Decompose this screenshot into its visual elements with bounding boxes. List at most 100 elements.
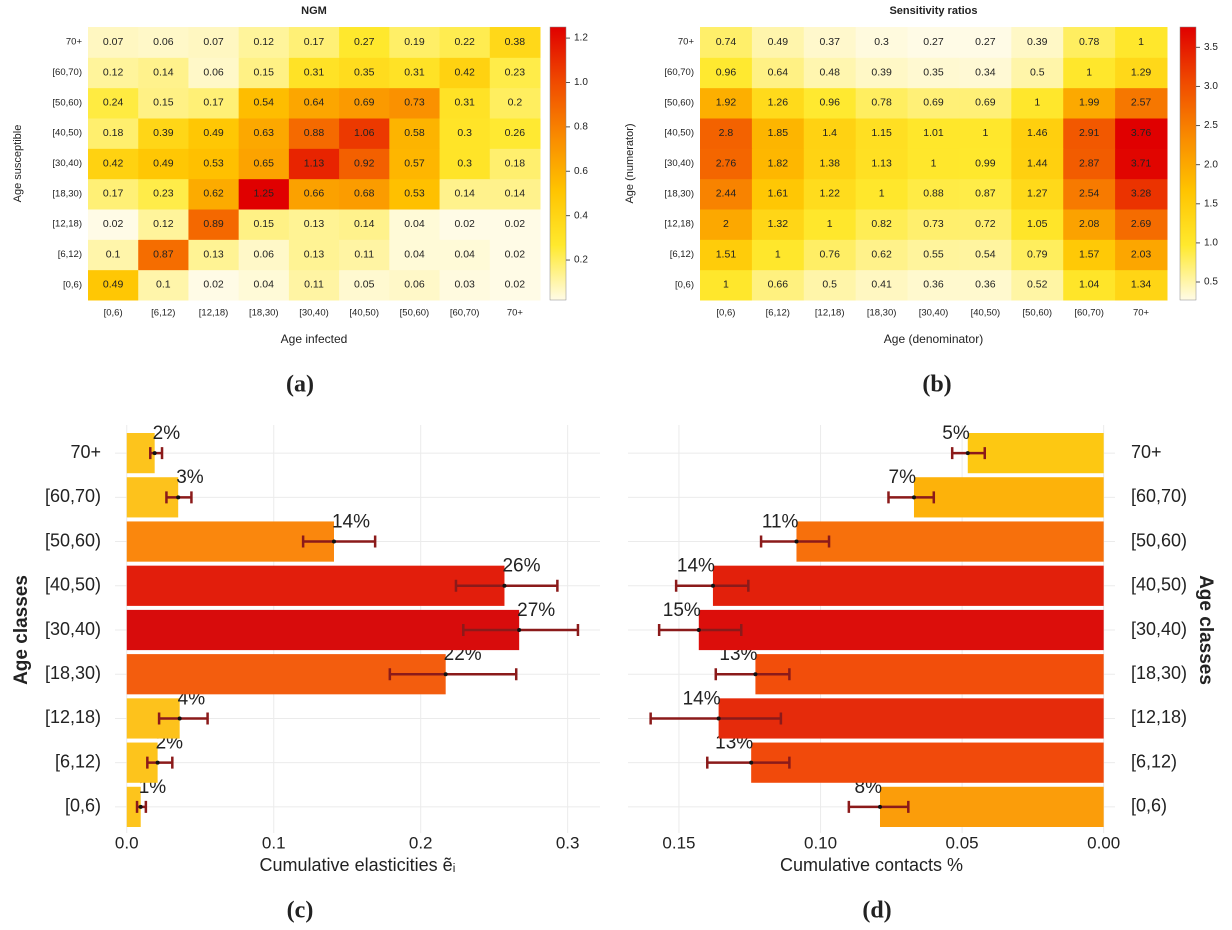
- heatmap-cell: [339, 148, 390, 180]
- heatmap-cell: [439, 57, 491, 89]
- point: [138, 804, 143, 809]
- heatmap-cell: [959, 269, 1012, 301]
- cell-label: 0.62: [203, 188, 224, 200]
- cell-label: 0.27: [923, 36, 944, 48]
- heatmap-cell: [1011, 118, 1064, 149]
- heatmap-cell: [907, 239, 960, 271]
- error-bar: [301, 535, 377, 548]
- cell-label: 0.39: [153, 127, 174, 139]
- heatmap-cell: [803, 148, 857, 180]
- y-tick-label: [6,12): [670, 249, 694, 260]
- cell-label: 0.1: [156, 279, 171, 291]
- y-tick-label: [40,50): [45, 575, 101, 595]
- heatmap-cell: [855, 269, 909, 301]
- x-tick-label: [18,30): [249, 308, 279, 319]
- heatmap-cell: [439, 269, 491, 301]
- cell-label: 0.53: [203, 157, 224, 169]
- cell-label: 0.58: [404, 127, 425, 139]
- cell-label: 0.87: [975, 188, 996, 200]
- cell-label: 0.14: [505, 188, 526, 200]
- cell-label: 0.23: [153, 188, 174, 200]
- cell-label: 0.96: [716, 66, 737, 78]
- cell-label: 0.18: [103, 127, 124, 139]
- heatmap-cell: [188, 209, 240, 240]
- cell-label: 1: [1034, 97, 1040, 109]
- cell-label: 0.04: [404, 218, 425, 230]
- heatmap-cell: [959, 178, 1012, 210]
- point: [517, 628, 522, 632]
- point: [716, 716, 721, 721]
- heatmap-cell: [803, 239, 857, 271]
- heatmap-cell: [188, 239, 240, 271]
- panel-caption: (a): [286, 372, 314, 398]
- cell-label: 0.15: [254, 218, 275, 230]
- heatmap-cell: [803, 178, 857, 210]
- x-tick-label: [40,50): [349, 308, 379, 319]
- cell-label: 0.12: [103, 66, 124, 78]
- cell-label: 0.11: [304, 279, 324, 291]
- y-tick-label: [0,6): [675, 279, 694, 290]
- cell-label: 1: [1138, 36, 1144, 48]
- colorbar-tick-label: 0.2: [574, 255, 588, 266]
- cell-label: 0.07: [103, 36, 124, 48]
- heatmap-cell: [389, 239, 441, 271]
- point: [877, 804, 882, 809]
- heatmap-cell: [188, 27, 240, 58]
- heatmap-cell: [907, 178, 960, 210]
- cell-label: 0.18: [505, 157, 526, 169]
- heatmap-cell: [1115, 239, 1168, 271]
- cell-label: 1.34: [1131, 279, 1152, 291]
- point: [749, 760, 754, 765]
- heatmap-cell: [907, 57, 960, 89]
- cell-label: 0.57: [404, 157, 425, 169]
- heatmap-cell: [1063, 269, 1116, 301]
- y-tick-label: [6,12): [58, 249, 82, 260]
- cell-label: 0.41: [871, 279, 892, 291]
- panel-caption: (d): [862, 898, 891, 924]
- heatmap-cell: [389, 209, 441, 240]
- heatmap-cell: [700, 87, 753, 119]
- cell-label: 0.23: [505, 66, 526, 78]
- cell-label: 0.42: [454, 66, 475, 78]
- x-tick-label: [12,18): [199, 308, 229, 319]
- y-axis-title: Age (numerator): [624, 123, 636, 203]
- cell-label: 0.02: [203, 279, 224, 291]
- value-label: 3%: [176, 467, 204, 488]
- error-bar: [649, 712, 783, 725]
- colorbar-tick-label: 1.0: [1204, 238, 1218, 249]
- x-tick-label: [6,12): [151, 308, 175, 319]
- x-tick-label: [30,40): [299, 308, 329, 319]
- cell-label: 0.34: [975, 66, 996, 78]
- heatmap-cell: [1115, 87, 1168, 119]
- cell-label: 1.06: [354, 127, 375, 139]
- cell-label: 0.03: [454, 279, 475, 291]
- heatmap-cell: [1063, 118, 1116, 149]
- y-tick-label: [30,40): [1131, 619, 1187, 639]
- point: [152, 451, 157, 456]
- y-tick-label: [40,50): [1131, 575, 1187, 595]
- y-tick-label: [18,30): [1131, 663, 1187, 683]
- cell-label: 2.54: [1079, 188, 1100, 200]
- cell-label: 2.87: [1079, 157, 1100, 169]
- point: [177, 716, 182, 721]
- point: [710, 583, 715, 588]
- x-tick-label: 70+: [507, 308, 524, 319]
- bar: [913, 477, 1104, 518]
- colorbar-tick-label: 1.5: [1204, 198, 1218, 209]
- x-tick-label: 0.1: [262, 833, 286, 852]
- panel-caption: (b): [922, 372, 951, 398]
- heatmap-cell: [959, 27, 1012, 58]
- cell-label: 0.13: [304, 218, 325, 230]
- cell-label: 0.69: [354, 97, 375, 109]
- heatmap-cell: [489, 239, 541, 271]
- cell-label: 0.02: [103, 218, 124, 230]
- heatmap-cell: [751, 27, 805, 58]
- bar: [126, 521, 334, 562]
- cell-label: 0.62: [871, 248, 892, 260]
- y-tick-label: 70+: [66, 37, 83, 48]
- heatmap-cell: [339, 269, 390, 301]
- cell-label: 0.06: [203, 66, 224, 78]
- point: [331, 539, 336, 544]
- cell-label: 0.35: [354, 66, 375, 78]
- heatmap-cell: [489, 209, 541, 240]
